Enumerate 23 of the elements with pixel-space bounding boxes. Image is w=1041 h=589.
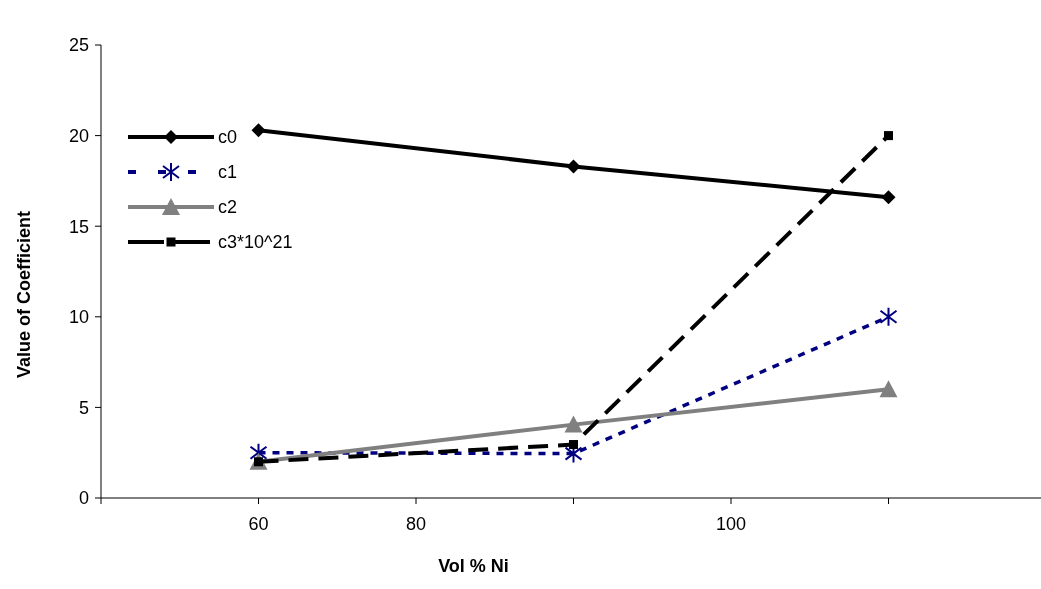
y-tick-label: 20 <box>68 125 89 146</box>
point <box>884 131 893 141</box>
y-axis-title: Value of Coefficient <box>14 210 34 379</box>
point <box>251 123 266 138</box>
legend-label: c1 <box>218 162 238 183</box>
legend-label: c2 <box>218 197 238 218</box>
point <box>879 380 898 398</box>
y-tick-label: 15 <box>68 216 89 237</box>
legend-label: c3*10^21 <box>218 232 293 253</box>
y-tick-label: 0 <box>78 488 89 509</box>
point <box>881 190 896 205</box>
x-tick-label: 100 <box>715 514 747 534</box>
point <box>566 159 581 174</box>
x-axis-title: Vol % Ni <box>438 556 509 576</box>
y-tick-label: 10 <box>68 307 89 328</box>
legend-label: c0 <box>218 127 238 148</box>
point <box>564 415 583 433</box>
x-tick-label: 80 <box>405 514 427 534</box>
y-tick-label: 5 <box>78 397 89 418</box>
point <box>879 306 898 327</box>
x-tick-label: 60 <box>248 514 269 534</box>
y-tick-label: 25 <box>68 35 89 56</box>
point <box>569 440 578 450</box>
